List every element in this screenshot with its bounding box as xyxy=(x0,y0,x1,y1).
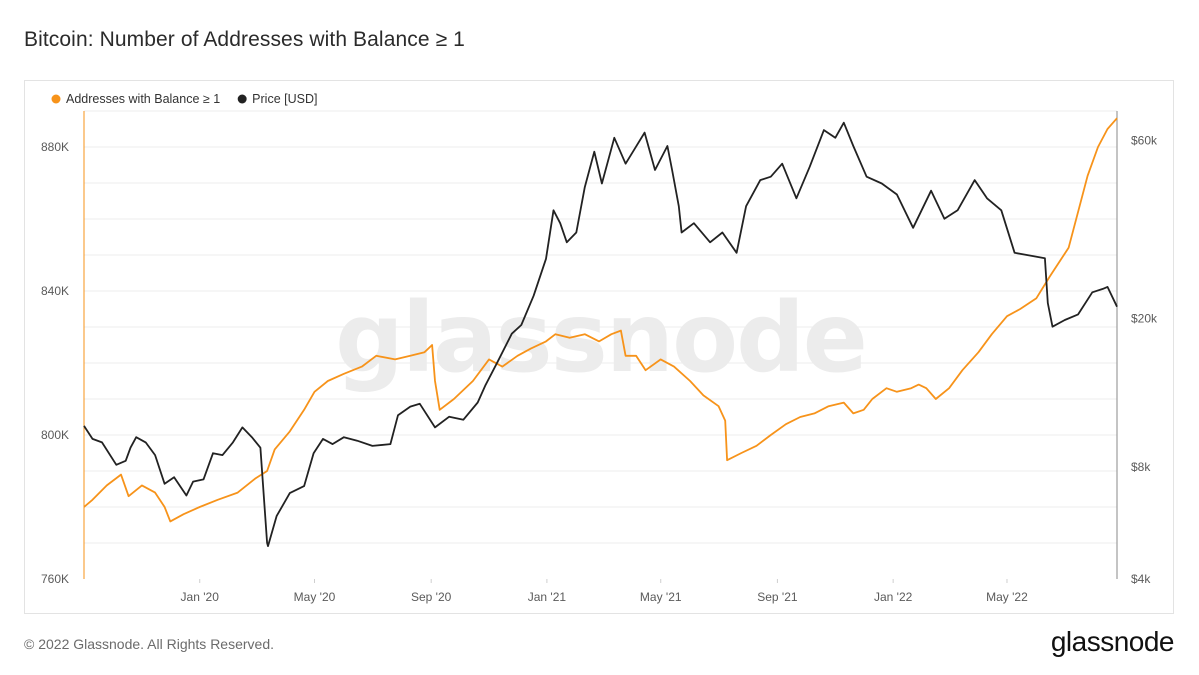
legend-price-marker xyxy=(237,94,247,104)
chart-title: Bitcoin: Number of Addresses with Balanc… xyxy=(24,28,465,51)
x-tick-label: Jan '21 xyxy=(528,590,567,604)
glassnode-logo: glassnode xyxy=(1050,626,1175,657)
x-tick-label: May '22 xyxy=(986,590,1028,604)
chart-panel: glassnode 760K 800K 840K 880K $4k $8k $20k $60k… xyxy=(24,80,1174,614)
line-chart: glassnode 760K 800K 840K 880K $4k $8k $20k $60k… xyxy=(41,92,1158,604)
x-tick-label: Sep '21 xyxy=(757,590,798,604)
y-right-tick-label: $60k xyxy=(1131,134,1158,148)
x-tick-label: Sep '20 xyxy=(411,590,452,604)
x-tick-label: Jan '20 xyxy=(181,590,220,604)
y-left-tick-label: 840K xyxy=(41,284,69,298)
y-left-tick-label: 800K xyxy=(41,428,69,442)
addresses-series-line xyxy=(83,117,1118,523)
legend-addresses-label[interactable]: Addresses with Balance ≥ 1 xyxy=(66,92,220,106)
price-series-line xyxy=(83,121,1118,547)
copyright-text: © 2022 Glassnode. All Rights Reserved. xyxy=(24,636,275,652)
y-right-tick-label: $4k xyxy=(1131,572,1151,586)
y-left-tick-label: 880K xyxy=(41,140,69,154)
y-left-tick-label: 760K xyxy=(41,572,69,586)
x-tick-label: May '20 xyxy=(294,590,336,604)
x-tick-label: May '21 xyxy=(640,590,682,604)
y-right-tick-label: $20k xyxy=(1131,311,1158,325)
x-tick-label: Jan '22 xyxy=(874,590,913,604)
legend-price-label[interactable]: Price [USD] xyxy=(252,92,317,106)
y-right-tick-label: $8k xyxy=(1131,460,1151,474)
legend-addresses-marker xyxy=(51,94,61,104)
watermark-text: glassnode xyxy=(335,282,866,394)
